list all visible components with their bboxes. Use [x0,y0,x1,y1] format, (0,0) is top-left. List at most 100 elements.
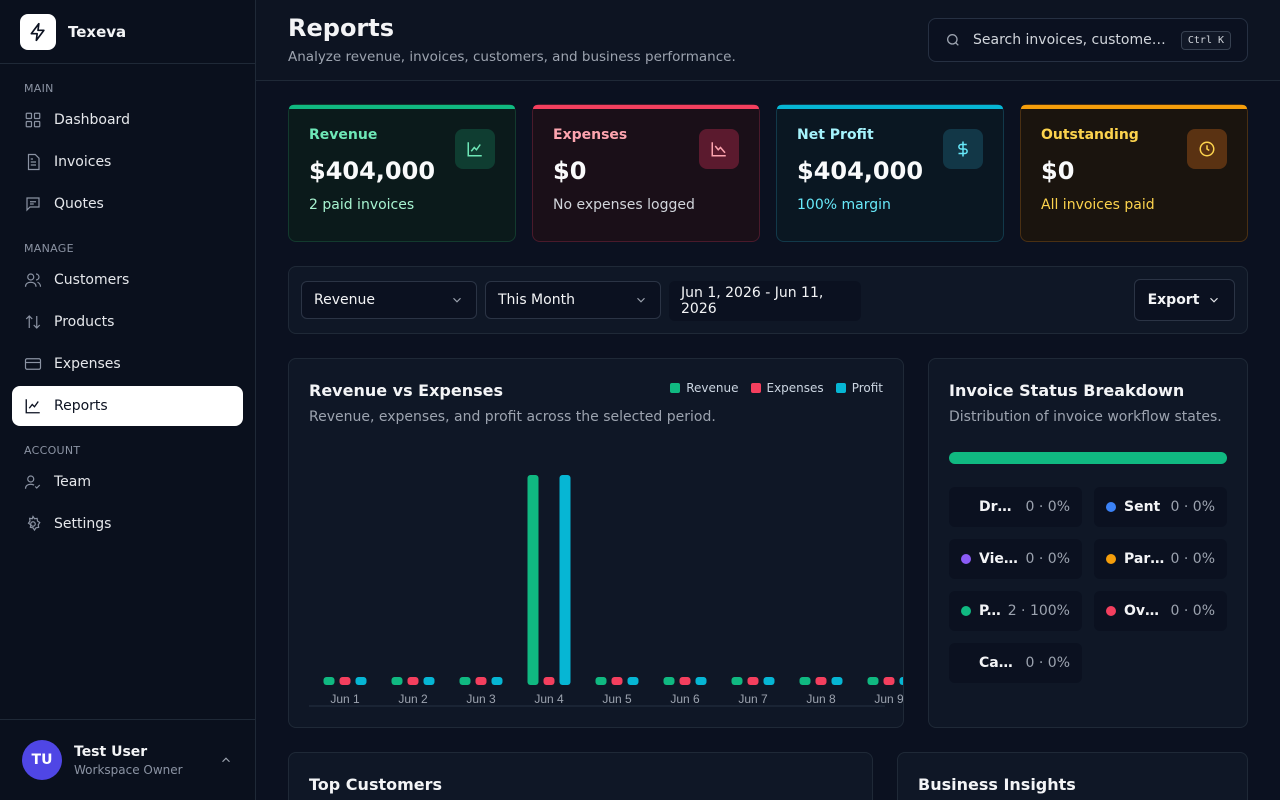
kpi-desc: 100% margin [797,197,891,213]
bolt-logo-icon [20,13,56,50]
kpi-desc: No expenses logged [553,197,695,213]
bar-expenses[interactable] [475,677,487,685]
legend-item-profit[interactable]: Profit [835,381,883,395]
bar-expenses[interactable] [815,677,827,685]
kpi-value: $404,000 [309,157,436,185]
sidebar-item-products[interactable]: Products [12,302,243,342]
bar-profit[interactable] [559,475,571,685]
status-dot [961,658,971,668]
bar-profit[interactable] [627,677,639,685]
bar-expenses[interactable] [883,677,895,685]
dashboard-icon [25,112,41,128]
brand-name: Texeva [68,22,127,41]
page-title: Reports [288,14,395,42]
status-title: Invoice Status Breakdown [949,381,1185,400]
status-value: 0 · 0% [1170,603,1215,619]
status-chip-viewed[interactable]: Vie... 0 · 0% [949,539,1082,579]
legend-item-expenses[interactable]: Expenses [750,381,824,395]
bar-expenses[interactable] [543,677,555,685]
bar-profit[interactable] [899,677,905,685]
business-insights-title: Business Insights [918,775,1076,794]
export-button[interactable]: Export [1134,279,1235,321]
sidebar-item-reports[interactable]: Reports [12,386,243,426]
bar-profit[interactable] [763,677,775,685]
bar-revenue[interactable] [731,677,743,685]
bar-revenue[interactable] [527,475,539,685]
line-chart-icon [455,129,495,169]
clock-icon [1187,129,1227,169]
user-menu[interactable]: TU Test User Workspace Owner [0,719,255,800]
bar-profit[interactable] [423,677,435,685]
legend-item-revenue[interactable]: Revenue [670,381,739,395]
team-icon [24,475,41,489]
sidebar-item-quotes[interactable]: Quotes [12,184,243,224]
status-dot [1106,502,1116,512]
kpi-card-outstanding: Outstanding $0 All invoices paid [1020,104,1248,242]
sidebar-item-invoices[interactable]: Invoices [12,142,243,182]
brand[interactable]: Texeva [0,0,255,64]
sidebar-item-settings[interactable]: Settings [12,504,243,544]
revenue-chart-card: Revenue vs Expenses Revenue, expenses, a… [288,358,904,728]
bar-expenses[interactable] [407,677,419,685]
bar-revenue[interactable] [867,677,879,685]
status-chip-partial[interactable]: Part... 0 · 0% [1094,539,1227,579]
x-tick-label: Jun 9 [874,692,904,706]
bar-revenue[interactable] [595,677,607,685]
page-header: Reports Analyze revenue, invoices, custo… [256,0,1280,81]
metric-select[interactable]: Revenue [301,281,477,319]
bar-expenses[interactable] [339,677,351,685]
products-icon [25,315,41,329]
sidebar-item-customers[interactable]: Customers [12,260,243,300]
status-value: 0 · 0% [1025,655,1070,671]
status-label: Can... [979,655,1020,671]
user-role: Workspace Owner [74,762,183,777]
status-chip-cancelled[interactable]: Can... 0 · 0% [949,643,1082,683]
status-chip-paid[interactable]: P... 2 · 100% [949,591,1082,631]
legend-swatch [750,383,761,393]
status-subtitle: Distribution of invoice workflow states. [949,409,1222,425]
chart-title: Revenue vs Expenses [309,381,504,400]
search-icon [946,34,959,46]
bar-profit[interactable] [831,677,843,685]
date-range-picker[interactable]: Jun 1, 2026 - Jun 11, 2026 [669,281,861,321]
bar-revenue[interactable] [391,677,403,685]
bar-revenue[interactable] [799,677,811,685]
bar-revenue[interactable] [323,677,335,685]
bar-profit[interactable] [491,677,503,685]
sidebar-item-label: Customers [54,272,130,288]
sidebar-item-label: Invoices [54,154,112,170]
status-chip-sent[interactable]: Sent 0 · 0% [1094,487,1227,527]
bar-expenses[interactable] [747,677,759,685]
status-value: 0 · 0% [1025,499,1070,515]
x-tick-label: Jun 7 [738,692,768,706]
kpi-title: Net Profit [797,127,874,143]
status-dot [1106,606,1116,616]
sidebar-item-team[interactable]: Team [12,462,243,502]
status-dot [1106,554,1116,564]
bar-expenses[interactable] [611,677,623,685]
status-label: Vie... [979,551,1020,567]
bar-profit[interactable] [355,677,367,685]
customers-icon [24,273,42,287]
bar-profit[interactable] [695,677,707,685]
status-chip-draft[interactable]: Draft 0 · 0% [949,487,1082,527]
legend-label: Revenue [686,381,739,395]
legend-label: Profit [851,381,883,395]
legend-swatch [670,383,681,393]
kpi-card-revenue: Revenue $404,000 2 paid invoices [288,104,516,242]
chevron-down-icon [1210,297,1219,303]
period-select[interactable]: This Month [485,281,661,319]
gear-icon [27,515,41,532]
status-chip-overdue[interactable]: Ove... 0 · 0% [1094,591,1227,631]
sidebar-item-label: Settings [54,516,112,532]
sidebar-item-dashboard[interactable]: Dashboard [12,100,243,140]
chart-legend: Revenue Expenses Profit [670,381,883,395]
search-input[interactable]: Search invoices, customers, q... Ctrl K [928,18,1248,62]
bar-expenses[interactable] [679,677,691,685]
legend-swatch [835,383,846,393]
sidebar-item-label: Quotes [54,196,104,212]
bar-revenue[interactable] [663,677,675,685]
sidebar-item-expenses[interactable]: Expenses [12,344,243,384]
legend-label: Expenses [766,381,824,395]
bar-revenue[interactable] [459,677,471,685]
